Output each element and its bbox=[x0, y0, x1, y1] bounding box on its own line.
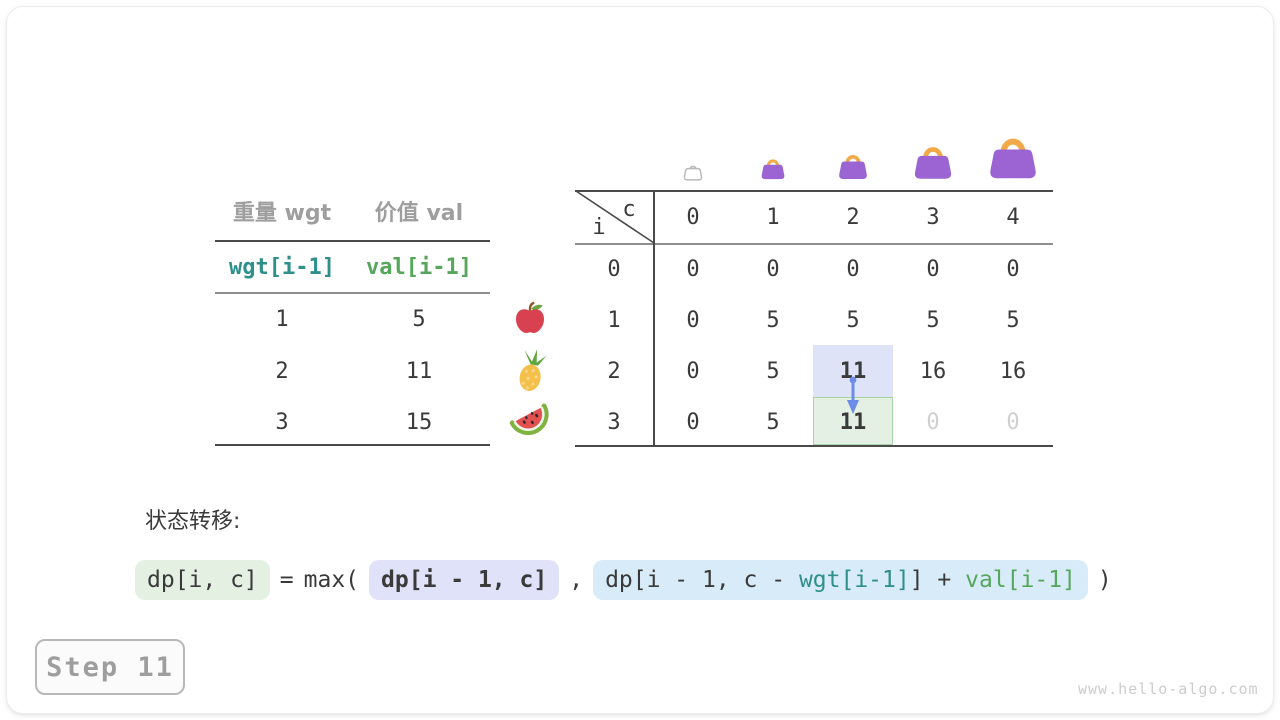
formula-candidate-take: dp[i - 1, c - wgt[i-1]] + val[i-1] bbox=[593, 560, 1088, 600]
items-table-subheader-val: val[i-1] bbox=[366, 254, 472, 280]
item-row-3-wgt: 3 bbox=[275, 409, 289, 435]
formula-arg2-val: val[i-1] bbox=[965, 567, 1076, 593]
items-table: 重量 wgt 价值 val wgt[i-1] val[i-1] 1 5 2 11… bbox=[215, 190, 490, 446]
dp-table: c i 0 1 2 3 4 0 1 2 3 0 0 0 0 0 0 5 5 5 … bbox=[575, 190, 1053, 447]
formula-arg2-bracket: ] bbox=[909, 567, 924, 593]
state-transition-label: 状态转移: bbox=[145, 509, 241, 534]
dp-line-top bbox=[575, 190, 1053, 192]
dp-corner-row-label: i bbox=[592, 214, 606, 240]
dp-cell-0-3: 0 bbox=[926, 256, 940, 282]
bag-icon-1 bbox=[761, 159, 785, 180]
formula-arg2-plus: + bbox=[923, 567, 966, 593]
item-row-3-val: 15 bbox=[405, 409, 433, 435]
items-table-header-val: 价值 val bbox=[374, 201, 464, 226]
item-row-1-val: 5 bbox=[412, 306, 426, 332]
step-badge: Step 11 bbox=[35, 639, 185, 695]
dp-cell-1-1: 5 bbox=[766, 307, 780, 333]
formula-equals: = bbox=[279, 567, 294, 593]
dp-cell-3-1: 5 bbox=[766, 409, 780, 435]
formula-comma: , bbox=[569, 567, 584, 593]
items-table-subheader-wgt: wgt[i-1] bbox=[229, 254, 335, 280]
dp-cell-1-2: 5 bbox=[846, 307, 860, 333]
formula-arg2-prefix: dp[i - 1, c - bbox=[605, 567, 799, 593]
bag-icon-2 bbox=[839, 154, 867, 180]
dp-col-header-2: 2 bbox=[846, 204, 860, 230]
items-table-line-mid bbox=[215, 292, 490, 294]
formula-lhs: dp[i, c] bbox=[135, 560, 270, 600]
dp-col-header-3: 3 bbox=[926, 204, 940, 230]
dp-cell-1-0: 0 bbox=[686, 307, 700, 333]
bag-icon-4 bbox=[990, 138, 1036, 179]
dp-cell-3-4: 0 bbox=[1006, 409, 1020, 435]
dp-line-bottom bbox=[575, 445, 1053, 447]
dp-col-header-4: 4 bbox=[1006, 204, 1020, 230]
dp-line-header bbox=[575, 243, 1053, 245]
item-row-1-wgt: 1 bbox=[275, 306, 289, 332]
dp-cell-2-3: 16 bbox=[919, 358, 947, 384]
dp-cell-1-4: 5 bbox=[1006, 307, 1020, 333]
dp-corner-col-label: c bbox=[622, 196, 636, 222]
watermark: www.hello-algo.com bbox=[1078, 680, 1259, 698]
dp-row-header-3: 3 bbox=[607, 409, 621, 435]
formula-close-paren: ) bbox=[1097, 567, 1112, 593]
formula-max-open: max( bbox=[303, 567, 360, 593]
watermelon-icon bbox=[509, 403, 549, 435]
formula-arg2-wgt: wgt[i-1] bbox=[798, 567, 910, 593]
dp-cell-2-1: 5 bbox=[766, 358, 780, 384]
dp-cell-2-0: 0 bbox=[686, 358, 700, 384]
apple-icon bbox=[516, 301, 544, 333]
formula-candidate-keep: dp[i - 1, c] bbox=[369, 560, 560, 600]
transition-arrow-icon bbox=[847, 376, 859, 414]
dp-cell-1-3: 5 bbox=[926, 307, 940, 333]
bag-icon-3 bbox=[914, 147, 952, 179]
dp-cell-3-0: 0 bbox=[686, 409, 700, 435]
dp-cell-3-3: 0 bbox=[926, 409, 940, 435]
item-row-2-wgt: 2 bbox=[275, 358, 289, 384]
dp-row-header-2: 2 bbox=[607, 358, 621, 384]
bag-outline-icon bbox=[683, 165, 703, 181]
pineapple-icon bbox=[519, 349, 547, 391]
dp-cell-0-0: 0 bbox=[686, 256, 700, 282]
dp-cell-2-4: 16 bbox=[999, 358, 1027, 384]
dp-cell-0-1: 0 bbox=[766, 256, 780, 282]
dp-col-header-0: 0 bbox=[686, 204, 700, 230]
dp-line-vertical bbox=[653, 190, 655, 445]
item-row-2-val: 11 bbox=[405, 358, 433, 384]
items-table-line-top bbox=[215, 240, 490, 242]
dp-col-header-1: 1 bbox=[766, 204, 780, 230]
items-table-line-bottom bbox=[215, 444, 490, 446]
dp-row-header-0: 0 bbox=[607, 256, 621, 282]
dp-row-header-1: 1 bbox=[607, 307, 621, 333]
items-table-header-wgt: 重量 wgt bbox=[232, 201, 332, 226]
dp-cell-0-4: 0 bbox=[1006, 256, 1020, 282]
state-transition-formula: dp[i, c] = max( dp[i - 1, c] , dp[i - 1,… bbox=[135, 560, 1112, 600]
dp-corner-diagonal bbox=[575, 190, 655, 244]
dp-cell-0-2: 0 bbox=[846, 256, 860, 282]
